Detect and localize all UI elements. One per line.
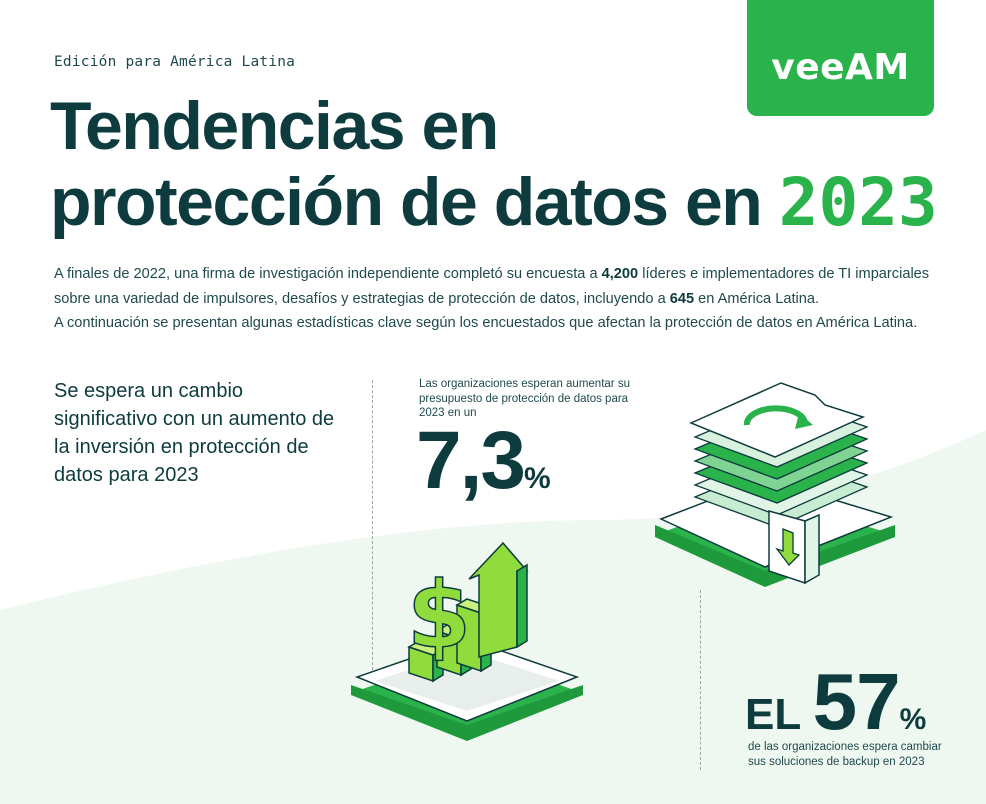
stat2-percent: % bbox=[899, 703, 927, 736]
intro-paragraph: A finales de 2022, una firma de investig… bbox=[54, 262, 954, 336]
section-headline: Se espera un cambio significativo con un… bbox=[54, 380, 335, 486]
title-line-2: protección de datos en bbox=[50, 164, 779, 240]
intro-text-a: A finales de 2022, una firma de investig… bbox=[54, 266, 602, 282]
stat2-value: EL 57% bbox=[745, 662, 926, 760]
divider-left bbox=[372, 380, 373, 670]
stat1-percent: % bbox=[524, 462, 551, 495]
title-year: 2023 bbox=[778, 164, 938, 241]
stat2-number: 57 bbox=[812, 657, 901, 746]
veeam-logo: veeAM bbox=[747, 0, 934, 116]
intro-text-2: A continuación se presentan algunas esta… bbox=[54, 315, 918, 331]
stat2-prefix: EL bbox=[745, 690, 813, 739]
divider-right bbox=[700, 590, 701, 770]
intro-number-respondents: 4,200 bbox=[601, 266, 639, 282]
stat1-value: 7,3% bbox=[416, 420, 551, 520]
edition-label: Edición para América Latina bbox=[54, 54, 296, 70]
page-title: Tendencias en protección de datos en 202… bbox=[50, 88, 938, 241]
intro-text-c: en América Latina. bbox=[694, 290, 820, 307]
stat1-number: 7,3 bbox=[416, 415, 526, 506]
svg-text:$: $ bbox=[407, 562, 471, 669]
stat2-description: de las organizaciones espera cambiar sus… bbox=[748, 741, 942, 768]
logo-text: veeAM bbox=[771, 46, 910, 88]
title-line-1: Tendencias en bbox=[50, 88, 499, 164]
intro-text-b: líderes e implementadores de TI imparcia… bbox=[54, 266, 930, 307]
intro-number-latam: 645 bbox=[669, 290, 695, 307]
stat1-description: Las organizaciones esperan aumentar su p… bbox=[419, 378, 630, 419]
dollar-growth-chart-icon: $ bbox=[351, 541, 583, 741]
data-layers-backup-icon bbox=[655, 382, 895, 587]
